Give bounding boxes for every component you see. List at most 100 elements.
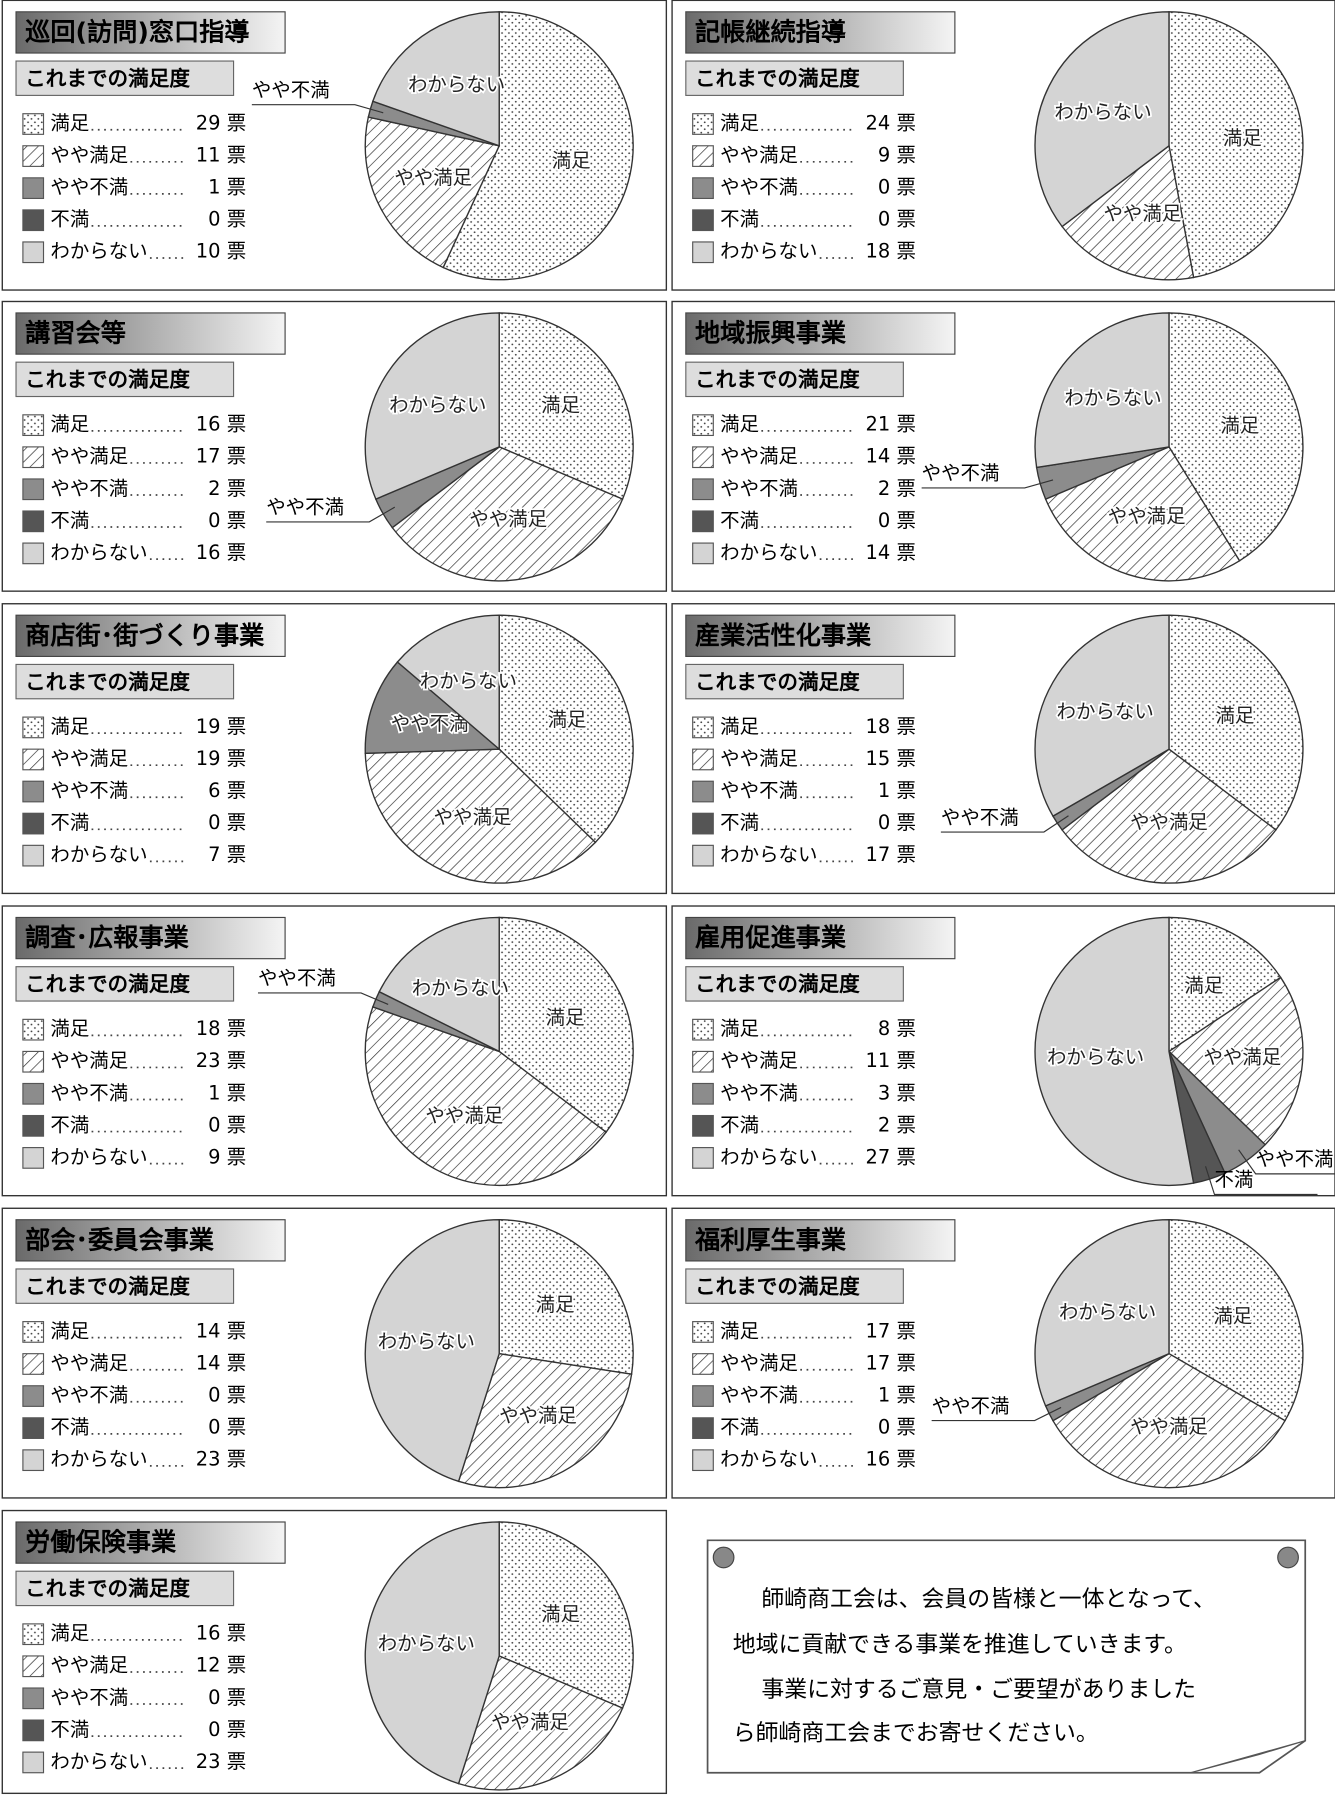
chart-title: 調査･広報事業: [25, 923, 189, 952]
panel-border: [1, 603, 668, 895]
title-box: [15, 312, 286, 355]
legend-swatch: [692, 1353, 714, 1375]
legend-value: 6 票: [208, 779, 246, 802]
legend-swatch: [22, 1147, 45, 1169]
chart-title: 産業活性化事業: [695, 621, 872, 650]
label-leader: [931, 1406, 1062, 1422]
legend-swatch: [22, 780, 45, 803]
pie-slice: [378, 916, 500, 1053]
legend-label: 不満: [720, 811, 759, 834]
slice-label: 満足: [1213, 1304, 1252, 1327]
subtitle-box: [685, 361, 904, 398]
legend-swatch: [22, 1050, 45, 1073]
legend-value: 14 票: [196, 1351, 246, 1374]
chart-subtitle: これまでの満足度: [25, 1274, 190, 1298]
legend-label: やや満足: [50, 445, 128, 468]
subtitle-box: [15, 1570, 235, 1607]
pie-slice: [1034, 11, 1170, 228]
panel-border: [1, 0, 668, 291]
legend-value: 21 票: [866, 413, 916, 436]
legend-label: 不満: [50, 811, 89, 834]
pie-slice: [1061, 748, 1277, 884]
chart-subtitle: これまでの満足度: [695, 972, 860, 996]
chart-subtitle: これまでの満足度: [25, 972, 190, 996]
title-box: [685, 614, 956, 657]
note-line: 事業に対するご意見・ご要望がありました: [761, 1677, 1196, 1703]
chart-title: 記帳継続指導: [695, 18, 846, 47]
legend-swatch: [22, 1623, 45, 1646]
legend-value: 16 票: [196, 413, 246, 436]
legend-swatch: [692, 542, 714, 565]
pie-slice: [1168, 1219, 1304, 1422]
legend-swatch: [22, 478, 45, 501]
slice-label: やや満足: [1103, 202, 1181, 225]
legend-label: わからない: [720, 541, 817, 564]
legend-value: 16 票: [196, 1622, 246, 1645]
legend-value: 0 票: [878, 208, 916, 231]
slice-label: わからない: [389, 394, 486, 417]
legend-value: 12 票: [196, 1654, 246, 1677]
chart-title: 巡回(訪問)窓口指導: [25, 18, 249, 47]
slice-label: 満足: [1220, 414, 1259, 437]
legend-value: 29 票: [196, 112, 246, 135]
legend-swatch: [692, 780, 714, 803]
legend-swatch: [22, 1082, 45, 1105]
legend-label: やや不満: [50, 779, 128, 802]
slice-label: 満足: [1223, 126, 1262, 149]
pie-slice: [442, 11, 634, 281]
legend-value: 23 票: [196, 1049, 246, 1072]
pie-slice: [498, 1521, 634, 1710]
slice-label: やや不満: [252, 78, 330, 101]
pie-slice: [364, 1006, 608, 1187]
legend-value: 10 票: [196, 240, 246, 263]
legend-swatch: [692, 510, 714, 533]
legend-swatch: [692, 844, 714, 867]
legend-swatch: [692, 1050, 714, 1073]
legend-swatch: [22, 1719, 45, 1742]
legend-label: 不満: [720, 509, 759, 532]
legend-label: やや満足: [50, 1654, 128, 1677]
pie-slice: [1034, 614, 1170, 818]
chart-subtitle: これまでの満足度: [695, 367, 860, 391]
legend-swatch: [22, 1655, 45, 1678]
slice-label: わからない: [412, 976, 509, 999]
legend-label: やや不満: [50, 176, 128, 199]
legend-value: 23 票: [196, 1448, 246, 1471]
legend-value: 17 票: [866, 1351, 916, 1374]
label-leader: [940, 815, 1069, 833]
slice-label: やや不満: [1256, 1148, 1334, 1171]
legend-swatch: [22, 510, 45, 533]
legend-swatch: [692, 1417, 714, 1439]
chart-title: 雇用促進事業: [695, 923, 847, 952]
legend-swatch: [22, 241, 45, 264]
legend-label: 満足: [50, 413, 89, 436]
legend-label: 不満: [50, 1718, 89, 1741]
legend-label: やや不満: [720, 176, 798, 199]
slice-label: わからない: [1047, 1046, 1144, 1069]
chart-subtitle: これまでの満足度: [695, 670, 860, 694]
legend-label: やや満足: [50, 747, 128, 770]
subtitle-box: [685, 966, 904, 1002]
slice-label: 満足: [552, 149, 591, 172]
legend-value: 0 票: [208, 1416, 246, 1439]
legend-swatch: [692, 113, 714, 135]
legend-swatch: [692, 716, 714, 739]
pie-slice: [1034, 1219, 1170, 1407]
legend-label: やや不満: [50, 1081, 128, 1104]
legend-value: 1 票: [878, 1384, 916, 1407]
legend-label: わからない: [50, 541, 147, 564]
subtitle-box: [15, 1268, 235, 1304]
legend-label: やや満足: [720, 747, 798, 770]
legend-value: 2 票: [878, 1113, 916, 1136]
slice-label: わからない: [1064, 386, 1161, 409]
legend-value: 24 票: [866, 112, 916, 135]
legend-swatch: [692, 1147, 714, 1169]
slice-label: やや満足: [425, 1104, 503, 1127]
label-leader: [266, 506, 396, 523]
legend-label: やや不満: [50, 1384, 128, 1407]
legend-label: 不満: [50, 1416, 89, 1439]
